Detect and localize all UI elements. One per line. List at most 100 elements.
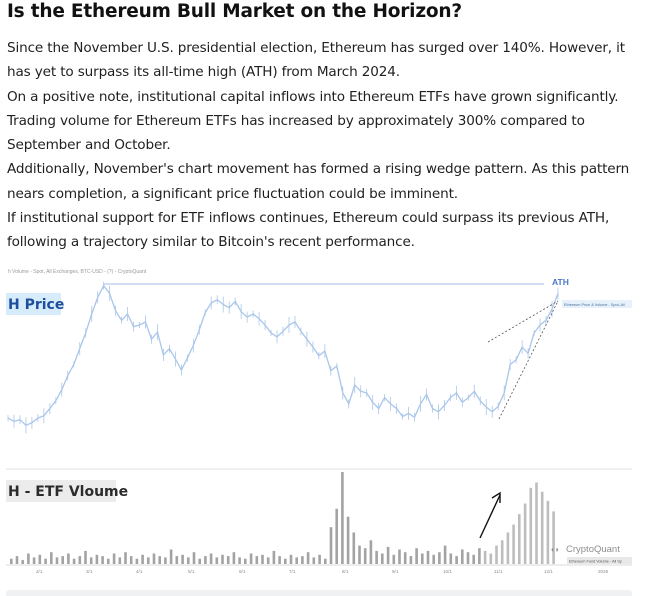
x-tick-label: 8/1 [342,569,349,574]
volume-bar [295,557,298,564]
volume-bar [449,553,453,564]
price-label-bg [6,293,61,315]
price-legend-bg [562,300,632,308]
paragraph-ath-outlook: If institutional support for ETF inflows… [7,210,610,251]
volume-bar [358,545,361,564]
volume-bar [164,557,167,564]
volume-bar [209,553,213,564]
volume-bar [346,516,350,564]
volume-bar [238,557,241,564]
volume-bar [455,556,458,564]
price-label: H Price [8,297,64,313]
volume-bar [375,550,378,564]
volume-bar [546,500,550,564]
volume-bar [215,557,219,564]
volume-bar [84,550,87,564]
x-tick-label: 11/1 [494,569,503,574]
x-axis-ticks: 2/1 3/1 4/1 5/1 6/1 7/1 8/1 9/1 10/1 11/1 12/1 2025 [36,569,609,574]
volume-bar [261,554,264,564]
volume-bar [187,557,190,564]
volume-bar [341,472,344,564]
volume-bar [512,524,515,564]
volume-bar [255,556,259,564]
cryptoquant-logo-icon: ◖◗ [550,545,560,554]
volume-bar [272,550,276,564]
volume-bar [226,556,230,564]
volume-bar [169,549,173,564]
volume-bar [67,553,70,564]
volume-label: H - ETF Vloume [8,484,128,500]
volume-bar [32,557,36,564]
volume-bar [352,532,356,564]
chart-svg: h Volume - Spot, All Exchanges, BTC-USD … [6,269,632,574]
price-legend: Ethereum Price & Volume - Spot, All [564,303,625,307]
volume-bar [426,550,430,564]
volume-bar [381,553,384,564]
volume-bar [147,557,150,564]
arrow-annotation [479,494,501,539]
volume-bar [152,553,156,564]
volume-bar [95,554,99,564]
volume-bar [318,554,321,564]
article-body: Since the November U.S. presidential ele… [7,36,637,255]
volume-bar [529,487,533,564]
volume-bar [289,554,293,564]
paragraph-etf-inflows: On a positive note, institutional capita… [7,88,619,154]
volume-bar [421,553,424,564]
volume-bar [329,527,333,564]
volume-bar [55,557,59,564]
volume-bar [443,545,447,564]
volume-bar [415,548,418,564]
cryptoquant-watermark: CryptoQuant [566,544,620,555]
volume-bar [500,540,504,564]
volume-series [10,472,555,564]
volume-bar [523,503,527,564]
x-tick-label: 4/1 [136,569,143,574]
volume-bar [15,556,19,564]
volume-bar [363,548,367,564]
volume-bar [72,558,76,564]
x-tick-label: 9/1 [392,569,399,574]
x-tick-label: 2025 [598,569,609,574]
volume-bar [124,552,127,564]
volume-bar [10,558,13,564]
volume-bar [403,552,407,564]
volume-bar [369,540,373,564]
x-tick-label: 12/1 [544,569,553,574]
volume-bar [540,491,544,564]
volume-bar [409,556,413,564]
volume-bar [221,554,224,564]
price-series [7,281,559,434]
volume-bar [466,552,470,564]
volume-bar [107,558,110,564]
volume-bar [472,554,475,564]
x-tick-label: 10/1 [443,569,452,574]
volume-bar [432,554,435,564]
volume-bar [506,532,510,564]
volume-bar [192,552,196,564]
volume-bar [249,553,253,564]
volume-legend-bg [567,557,632,564]
article-title: Is the Ethereum Bull Market on the Horiz… [7,1,462,22]
volume-bar [301,556,304,564]
volume-bar [112,553,116,564]
volume-bar [198,558,201,564]
volume-bar [44,558,47,564]
x-tick-label: 7/1 [289,569,296,574]
volume-bar [38,554,42,564]
arrow-head-icon [491,491,501,503]
volume-bar [278,556,281,564]
paragraph-election-surge: Since the November U.S. presidential ele… [7,40,625,81]
chart-header-text: h Volume - Spot, All Exchanges, BTC-USD … [8,269,147,275]
volume-bar [21,560,24,564]
x-tick-label: 3/1 [86,569,93,574]
volume-bar [232,552,236,564]
volume-bar [175,556,179,564]
volume-bar [50,552,53,564]
volume-bar [118,557,122,564]
x-tick-label: 2/1 [36,569,43,574]
volume-bar [204,556,207,564]
wedge-lower-line [498,300,559,420]
paragraph-rising-wedge: Additionally, November's chart movement … [7,161,630,202]
volume-bar [552,511,555,564]
